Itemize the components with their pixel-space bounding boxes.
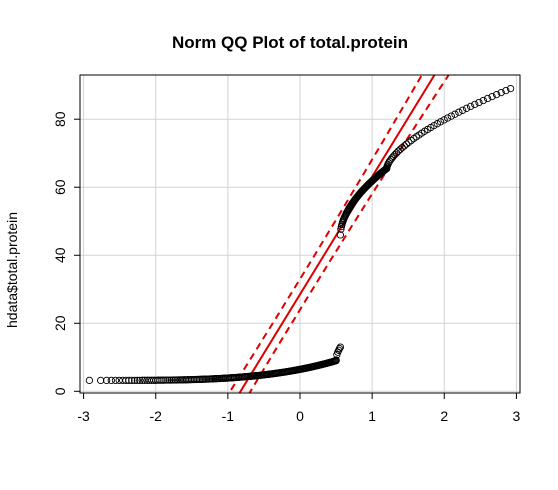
data-point: [169, 376, 177, 384]
data-point: [398, 143, 406, 152]
data-point: [466, 102, 475, 111]
data-point: [405, 138, 413, 146]
x-axis: -3 -2 -1 0 1 2 3: [77, 393, 520, 424]
data-point: [97, 376, 105, 385]
data-point: [102, 376, 111, 385]
x-tick-label: 2: [440, 408, 448, 424]
data-point: [402, 140, 411, 148]
gridlines: [80, 75, 520, 393]
data-point: [162, 376, 170, 384]
data-point: [443, 114, 452, 122]
data-point: [475, 98, 483, 107]
data-point: [462, 104, 471, 112]
data-point: [488, 92, 496, 101]
data-point: [458, 106, 467, 114]
data-point: [400, 142, 408, 150]
chart-title: Norm QQ Plot of total.protein: [172, 33, 408, 52]
x-tick-label: -2: [150, 408, 163, 424]
confidence-band: [227, 75, 450, 393]
y-axis-label: hdata$total.protein: [4, 212, 20, 328]
x-tick-label: -3: [77, 408, 90, 424]
data-point: [128, 376, 136, 385]
data-point: [407, 136, 415, 145]
data-point: [336, 343, 345, 351]
x-tick-label: -1: [222, 408, 235, 424]
data-point: [332, 356, 340, 364]
data-point: [141, 376, 149, 384]
data-point: [483, 94, 492, 103]
data-point: [107, 376, 115, 385]
data-point: [455, 108, 463, 116]
reference-line: [238, 75, 436, 393]
data-point: [122, 376, 130, 385]
data-point: [502, 86, 510, 95]
y-tick-label: 20: [52, 315, 68, 331]
data-point: [158, 376, 166, 384]
data-point: [160, 376, 168, 384]
data-point: [125, 376, 133, 385]
data-point: [440, 116, 448, 124]
y-tick-label: 40: [52, 247, 68, 263]
data-point: [133, 376, 141, 385]
data-point: [436, 118, 445, 126]
x-tick-label: 3: [512, 408, 520, 424]
data-point: [336, 231, 345, 239]
x-tick-label: 1: [368, 408, 376, 424]
data-point: [136, 376, 144, 385]
data-point: [130, 376, 139, 385]
data-point: [138, 376, 146, 384]
y-tick-label: 0: [52, 387, 68, 395]
data-point: [497, 88, 505, 97]
data-point: [111, 376, 120, 385]
confidence-band-lower: [248, 75, 450, 393]
x-tick-label: 0: [296, 408, 304, 424]
data-point: [492, 90, 501, 99]
data-point: [165, 376, 174, 384]
y-tick-label: 60: [52, 179, 68, 195]
data-point: [335, 344, 344, 353]
data-point: [85, 376, 94, 385]
data-point: [479, 96, 487, 105]
data-point: [447, 112, 455, 120]
data-point: [471, 100, 479, 109]
data-point: [164, 376, 172, 384]
data-point: [156, 376, 164, 384]
y-tick-label: 80: [52, 111, 68, 127]
data-point: [506, 84, 515, 93]
y-axis: 0 20 40 60 80: [52, 111, 80, 395]
data-points: [85, 84, 515, 385]
data-point: [451, 110, 459, 118]
